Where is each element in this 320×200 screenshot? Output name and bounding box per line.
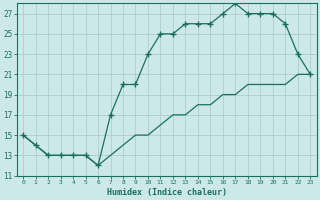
- X-axis label: Humidex (Indice chaleur): Humidex (Indice chaleur): [107, 188, 227, 197]
